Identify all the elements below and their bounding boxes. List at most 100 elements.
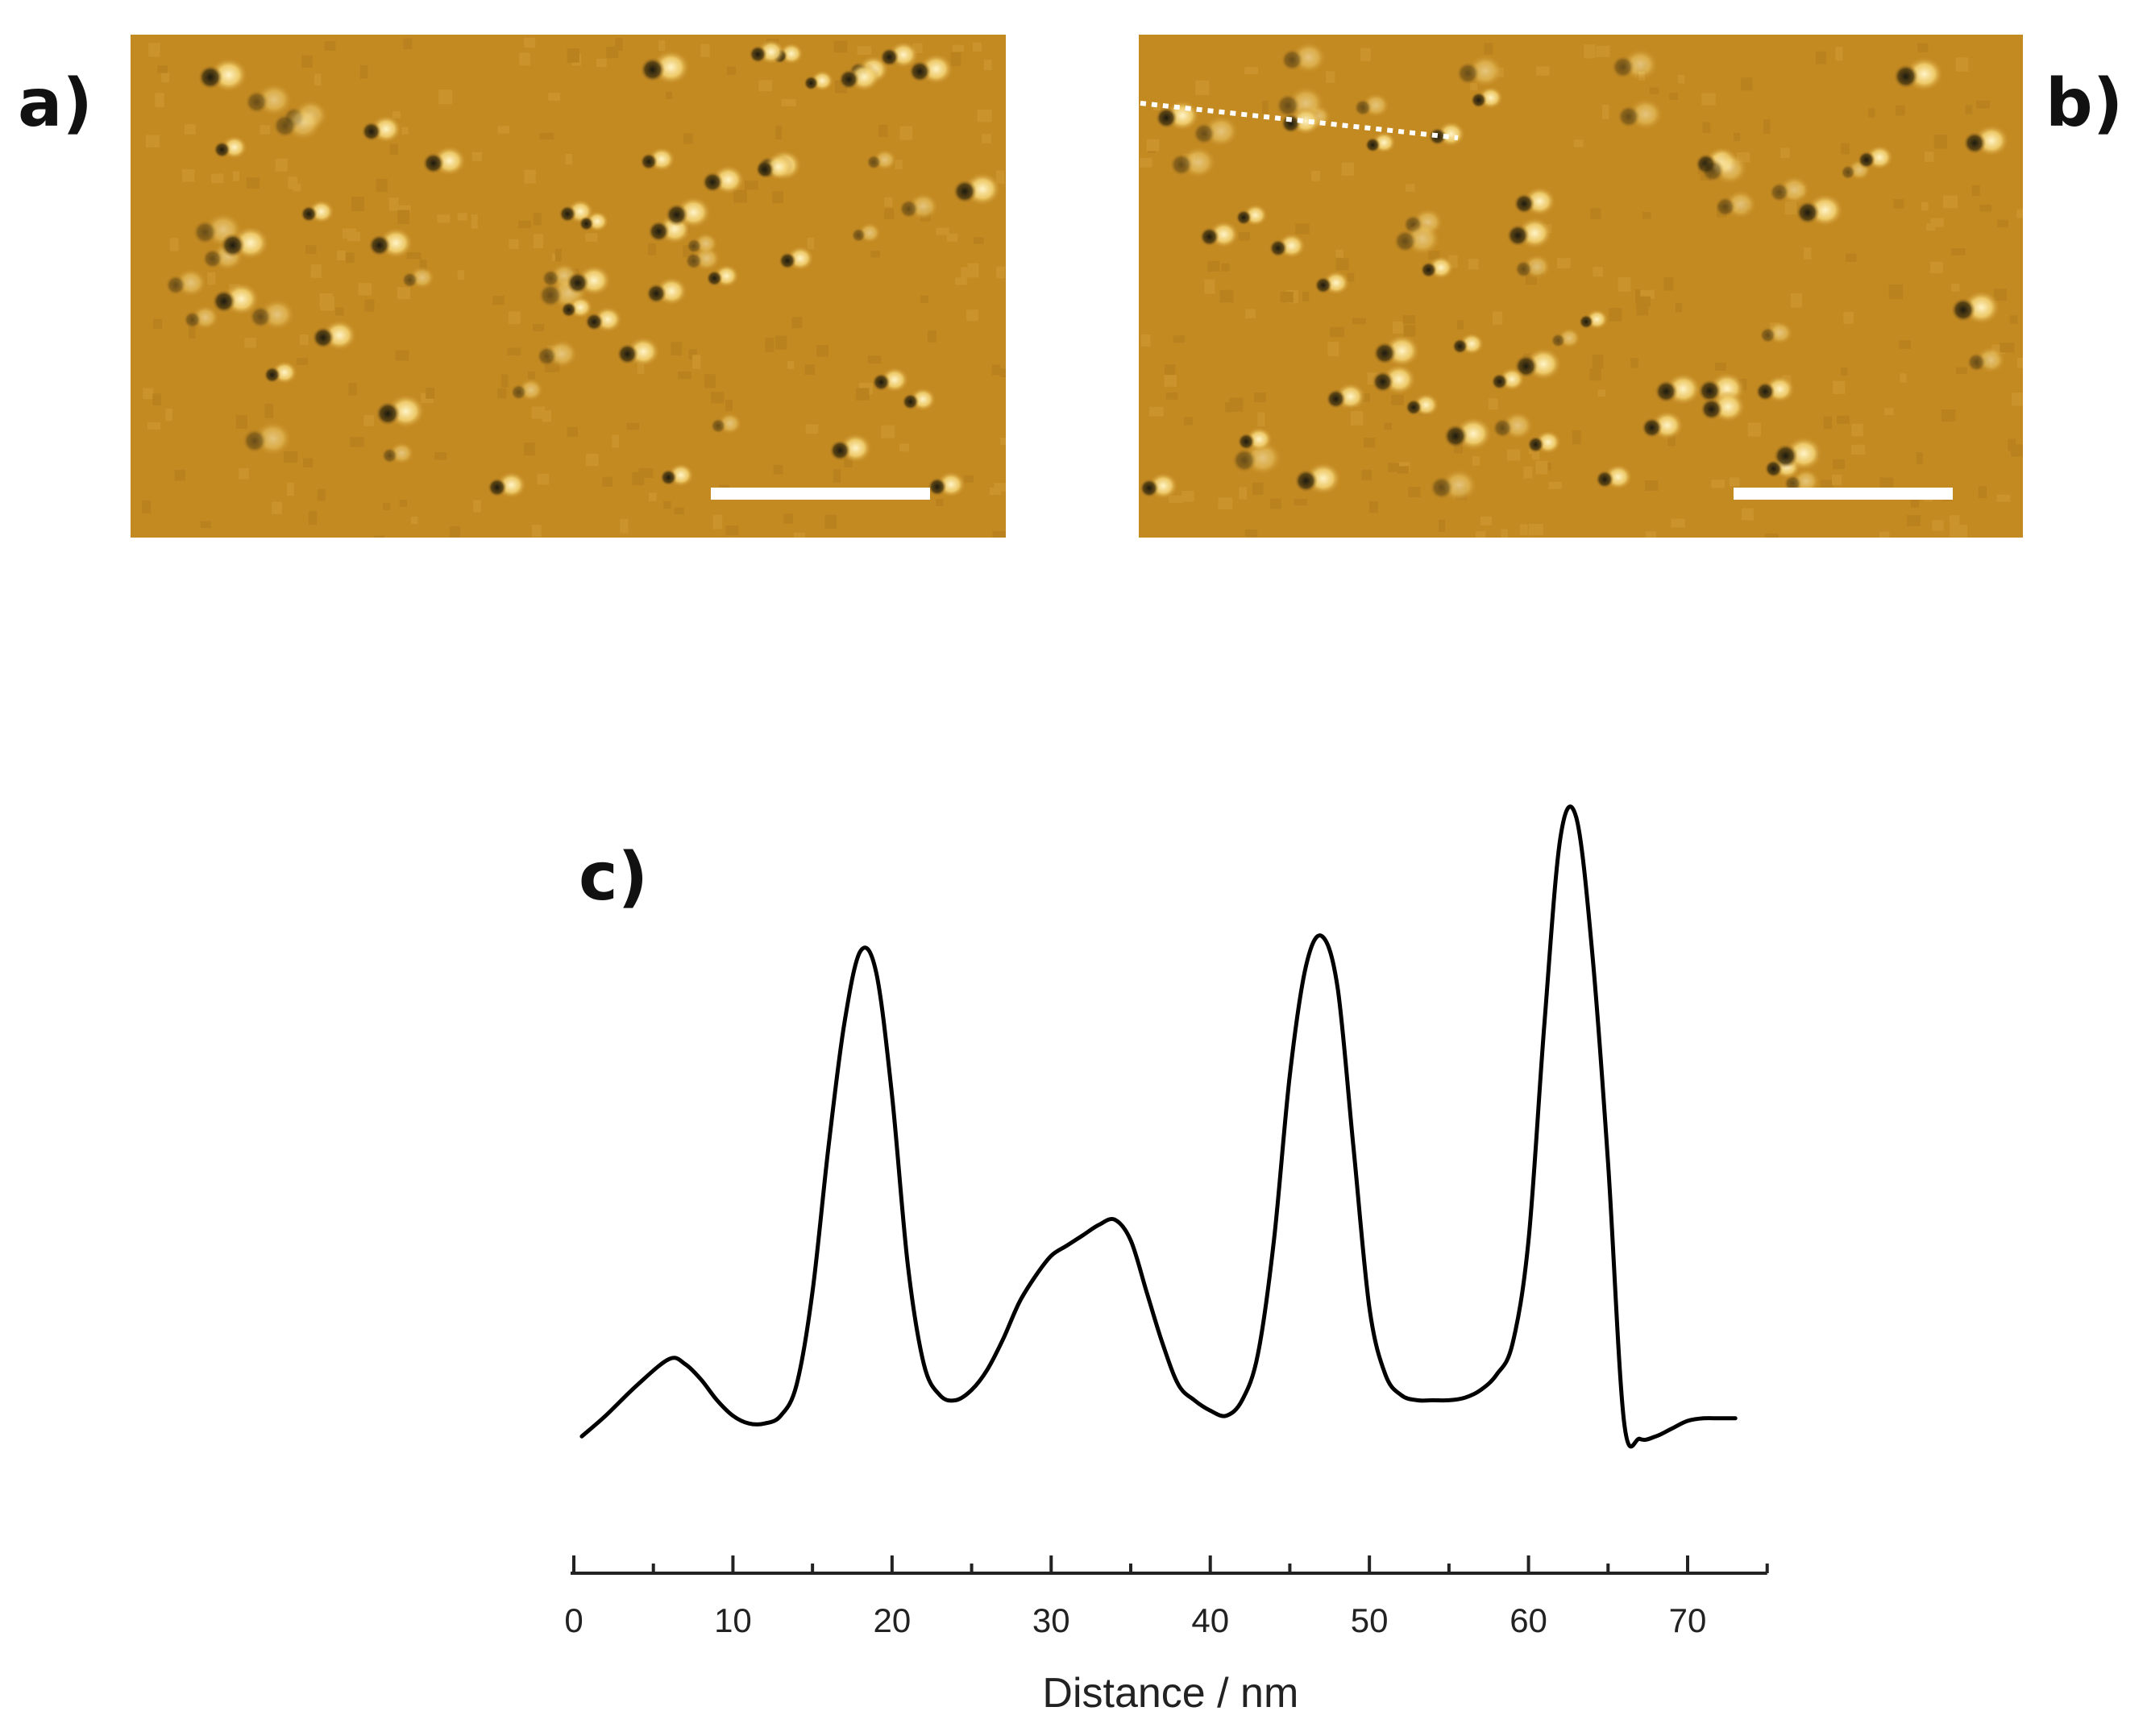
afm-particle [1617,98,1663,131]
scale-bar [711,488,930,500]
afm-particle [1857,144,1894,170]
afm-particle [1962,124,2009,157]
afm-particle [1169,146,1217,179]
panel-label-c: c) [579,839,649,916]
x-tick-label: 10 [714,1601,752,1639]
afm-particle [1526,430,1562,455]
afm-particle [1514,254,1551,280]
afm-particle [1578,309,1609,330]
afm-particle [1595,463,1633,490]
afm-particle [1796,193,1844,227]
afm-particle [272,106,322,141]
panel-label-a: a) [18,65,93,142]
afm-particle [1237,426,1273,451]
afm-particle [1654,372,1701,405]
afm-particle [640,49,691,85]
profile-trace-group [579,804,1738,1449]
afm-particle [1755,375,1796,403]
afm-particle [706,264,740,288]
afm-particle [1428,121,1466,147]
afm-particle [640,147,675,172]
afm-particle [560,296,593,319]
afm-particle [1326,382,1366,411]
afm-particle [1269,233,1306,259]
afm-particle [1451,332,1485,355]
x-tick-label: 60 [1510,1601,1547,1639]
x-tick-label: 20 [873,1601,911,1639]
afm-particle [779,246,814,271]
afm-particle [165,268,207,297]
afm-particle [220,226,270,260]
afm-particle [908,53,953,85]
afm-particle [368,227,413,259]
afm-particle [1506,217,1553,249]
afm-particle [584,306,623,333]
x-tick-label: 30 [1032,1601,1070,1639]
afm-particle [851,222,882,243]
x-axis [571,1555,1769,1575]
afm-particle [1456,54,1504,88]
x-axis-tick-labels: 0 10 20 30 40 50 60 70 [564,1601,1706,1639]
afm-particle [928,471,966,498]
afm-particle [579,210,609,232]
afm-particle [264,360,298,384]
afm-particle [902,387,936,412]
afm-particle [804,70,834,92]
afm-image-a [131,35,1006,538]
afm-image-b [1139,35,2023,538]
afm-particle [866,149,897,171]
afm-particle [559,199,594,224]
afm-particle [1429,468,1478,502]
afm-particle [1611,48,1659,81]
afm-particle [312,319,357,351]
afm-particle [659,463,695,488]
x-tick-label: 0 [564,1601,583,1639]
afm-particle [1492,411,1534,440]
afm-particle [1373,334,1420,368]
afm-particle [1700,391,1746,423]
afm-particle [749,39,786,64]
afm-particle [828,433,872,463]
x-tick-label: 70 [1669,1601,1707,1639]
afm-particle [1314,270,1350,296]
afm-particle [1470,86,1504,110]
afm-particle [249,298,295,330]
afm-particle [244,83,293,117]
afm-particle [536,339,578,368]
afm-particle [1491,367,1526,391]
afm-particle [1641,410,1684,440]
afm-particle [1294,462,1342,495]
afm-image-a-canvas [131,35,1006,538]
afm-particles [1139,41,2009,502]
afm-particle [1371,363,1417,395]
afm-particle [566,264,612,297]
afm-particle [401,266,435,289]
line-profile-marker [1140,101,1459,140]
afm-particle [1192,114,1239,147]
afm-particle [755,153,794,181]
afm-particle [487,471,527,499]
afm-particle [1393,222,1441,255]
afm-particle [1443,417,1493,451]
afm-particle [212,282,260,316]
afm-particle [1139,472,1178,500]
afm-particle [1235,204,1268,226]
afm-particle [899,193,939,221]
afm-particle [710,412,742,434]
afm-particle [183,305,219,330]
afm-particle [665,196,712,229]
x-tick-label: 50 [1351,1601,1389,1639]
afm-particle [838,62,881,92]
afm-particle [1199,220,1240,248]
afm-particle [1513,186,1556,216]
afm-particle [1405,392,1439,417]
afm-particle [1966,346,2006,374]
afm-particle [242,421,293,456]
afm-particle [361,114,402,143]
afm-particle [1773,436,1823,471]
afm-particle [1420,255,1454,280]
afm-particle [953,172,1002,206]
afm-particle [300,199,334,224]
afm-particle [1551,327,1581,349]
